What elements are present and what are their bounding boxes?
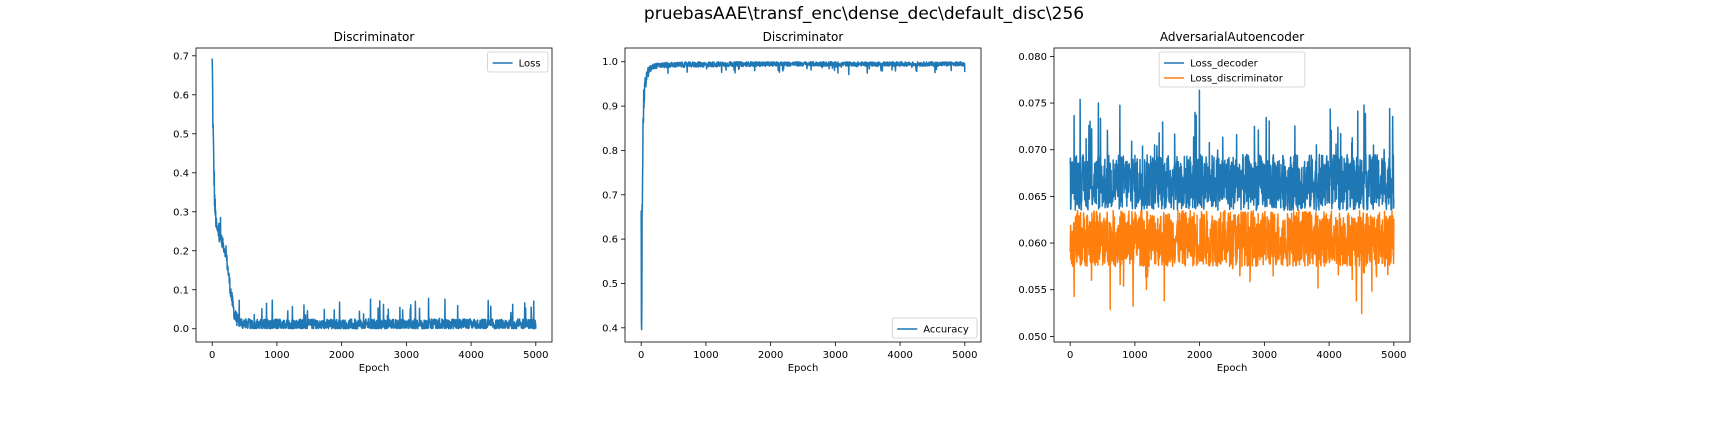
legend-box bbox=[1158, 51, 1306, 88]
plot-area bbox=[640, 61, 966, 331]
plot-area bbox=[211, 58, 537, 330]
series-line-loss bbox=[211, 58, 537, 330]
y-tick-label: 0.055 bbox=[1018, 285, 1047, 296]
series-line-loss-discriminator bbox=[1069, 209, 1395, 315]
y-tick-label: 0.6 bbox=[173, 90, 189, 101]
y-tick-label: 0.2 bbox=[173, 246, 189, 257]
y-tick-label: 0.9 bbox=[602, 102, 618, 113]
axes-frame bbox=[624, 47, 982, 343]
legend-label: Loss bbox=[519, 59, 541, 70]
y-tick-label: 0.6 bbox=[602, 235, 618, 246]
series-line-loss-decoder bbox=[1069, 89, 1395, 212]
y-tick-label: 0.1 bbox=[173, 285, 189, 296]
y-tick-label: 0.050 bbox=[1018, 332, 1047, 343]
x-tick-label: 5000 bbox=[1381, 350, 1406, 361]
legend: Accuracy bbox=[891, 317, 978, 339]
legend-label: Loss_decoder bbox=[1190, 59, 1259, 70]
y-tick-label: 0.4 bbox=[173, 168, 189, 179]
chart-panel-3: AdversarialAutoencoder 0 1000 2000 3000 4000 5… bbox=[1018, 30, 1411, 374]
x-tick-label: 1000 bbox=[1122, 350, 1147, 361]
y-tick-label: 0.060 bbox=[1018, 239, 1047, 250]
y-tick-label: 0.075 bbox=[1018, 99, 1047, 110]
x-tick-label: 5000 bbox=[523, 350, 548, 361]
x-tick-label: 1000 bbox=[693, 350, 718, 361]
x-tick-label: 0 bbox=[209, 350, 215, 361]
chart-panel-1: Discriminator 0 1000 2000 3000 4000 5000 0.0 0.1… bbox=[173, 30, 553, 374]
chart-title: AdversarialAutoencoder bbox=[1160, 30, 1304, 44]
chart-title: Discriminator bbox=[334, 30, 415, 44]
legend: Loss bbox=[487, 51, 549, 73]
plot-area bbox=[1069, 89, 1395, 315]
y-tick-label: 0.3 bbox=[173, 207, 189, 218]
legend-label: Accuracy bbox=[923, 325, 969, 336]
x-tick-label: 0 bbox=[1067, 350, 1073, 361]
y-tick-label: 0.070 bbox=[1018, 145, 1047, 156]
legend-label: Loss_discriminator bbox=[1190, 74, 1284, 85]
x-tick-label: 5000 bbox=[952, 350, 977, 361]
series-line-accuracy bbox=[640, 61, 966, 331]
legend-box bbox=[487, 51, 549, 73]
y-tick-label: 0.5 bbox=[602, 279, 618, 290]
x-tick-label: 3000 bbox=[823, 350, 848, 361]
y-tick-label: 0.4 bbox=[602, 323, 618, 334]
legend-box bbox=[891, 317, 978, 339]
x-tick-label: 0 bbox=[638, 350, 644, 361]
y-tick-label: 0.7 bbox=[602, 190, 618, 201]
x-tick-label: 3000 bbox=[1252, 350, 1277, 361]
y-tick-label: 0.5 bbox=[173, 129, 189, 140]
x-tick-label: 2000 bbox=[758, 350, 783, 361]
y-tick-label: 0.0 bbox=[173, 324, 189, 335]
x-tick-label: 4000 bbox=[1316, 350, 1341, 361]
x-axis-label: Epoch bbox=[359, 363, 390, 374]
x-tick-label: 4000 bbox=[887, 350, 912, 361]
x-axis-label: Epoch bbox=[1217, 363, 1248, 374]
y-tick-label: 0.7 bbox=[173, 51, 189, 62]
chart-panel-2: Discriminator 0 1000 2000 3000 4000 5000 0.4 0.5… bbox=[602, 30, 982, 374]
x-tick-label: 4000 bbox=[458, 350, 483, 361]
y-tick-label: 0.8 bbox=[602, 146, 618, 157]
axes-frame bbox=[195, 47, 553, 343]
figure-title: pruebasAAE\transf_enc\dense_dec\default_… bbox=[643, 4, 1085, 24]
chart-title: Discriminator bbox=[763, 30, 844, 44]
y-tick-label: 0.065 bbox=[1018, 192, 1047, 203]
x-tick-label: 2000 bbox=[329, 350, 354, 361]
x-tick-label: 2000 bbox=[1187, 350, 1212, 361]
y-tick-label: 0.080 bbox=[1018, 52, 1047, 63]
axes-frame bbox=[1053, 47, 1411, 343]
y-tick-label: 1.0 bbox=[602, 57, 618, 68]
x-tick-label: 1000 bbox=[264, 350, 289, 361]
legend: Loss_decoder Loss_discriminator bbox=[1158, 51, 1306, 88]
x-axis-label: Epoch bbox=[788, 363, 819, 374]
x-tick-label: 3000 bbox=[394, 350, 419, 361]
